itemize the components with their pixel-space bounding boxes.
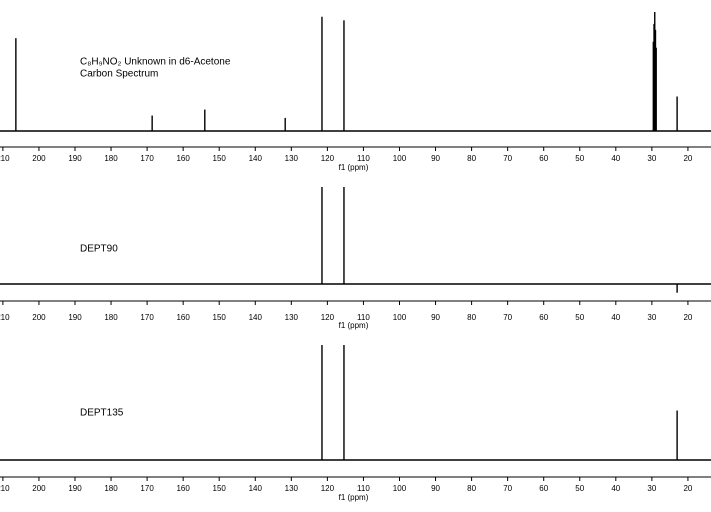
x-tick-label: 70 (503, 484, 512, 493)
chart-title: DEPT135 (80, 408, 124, 419)
x-tick-label: 40 (611, 313, 620, 322)
x-tick-label: 60 (539, 313, 548, 322)
x-tick-label: 70 (503, 313, 512, 322)
x-tick-label: 40 (611, 484, 620, 493)
x-tick-label: 110 (357, 154, 370, 163)
x-tick-label: 150 (213, 484, 227, 493)
chart-subtitle: Carbon Spectrum (80, 69, 158, 80)
x-tick-label: 50 (575, 154, 584, 163)
x-tick-label: 20 (683, 313, 692, 322)
x-tick-label: 50 (575, 484, 584, 493)
x-tick-label: 160 (176, 154, 190, 163)
x-tick-label: 80 (467, 313, 476, 322)
x-tick-label: 80 (467, 484, 476, 493)
chart-title: DEPT90 (80, 244, 118, 255)
x-tick-label: 100 (393, 154, 407, 163)
x-tick-label: 100 (393, 313, 407, 322)
x-tick-label: 90 (431, 484, 440, 493)
x-tick-label: 150 (213, 313, 227, 322)
x-axis-label: f1 (ppm) (339, 493, 369, 502)
x-tick-label: 120 (321, 154, 335, 163)
x-tick-label: 60 (539, 154, 548, 163)
x-tick-label: 180 (104, 484, 118, 493)
x-axis-label: f1 (ppm) (339, 163, 369, 172)
x-tick-label: 120 (321, 484, 335, 493)
x-tick-label: 210 (0, 154, 10, 163)
x-tick-label: 60 (539, 484, 548, 493)
x-tick-label: 200 (32, 313, 46, 322)
x-tick-label: 150 (213, 154, 227, 163)
x-tick-label: 120 (321, 313, 335, 322)
x-tick-label: 90 (431, 154, 440, 163)
x-tick-label: 160 (176, 484, 190, 493)
x-tick-label: 180 (104, 154, 118, 163)
x-tick-label: 110 (357, 313, 370, 322)
x-tick-label: 100 (393, 484, 407, 493)
x-tick-label: 90 (431, 313, 440, 322)
x-tick-label: 30 (647, 313, 656, 322)
x-tick-label: 70 (503, 154, 512, 163)
x-axis-label: f1 (ppm) (339, 321, 369, 330)
x-tick-label: 130 (285, 154, 299, 163)
x-tick-label: 160 (176, 313, 190, 322)
x-tick-label: 170 (140, 484, 154, 493)
x-tick-label: 190 (68, 313, 82, 322)
x-tick-label: 130 (285, 313, 299, 322)
x-tick-label: 170 (140, 313, 154, 322)
x-tick-label: 20 (683, 484, 692, 493)
x-tick-label: 200 (32, 154, 46, 163)
x-tick-label: 130 (285, 484, 299, 493)
x-tick-label: 140 (249, 154, 263, 163)
x-tick-label: 140 (249, 484, 263, 493)
x-tick-label: 210 (0, 313, 10, 322)
x-tick-label: 40 (611, 154, 620, 163)
x-tick-label: 80 (467, 154, 476, 163)
x-tick-label: 200 (32, 484, 46, 493)
x-tick-label: 20 (683, 154, 692, 163)
x-tick-label: 210 (0, 484, 10, 493)
x-tick-label: 30 (647, 484, 656, 493)
x-tick-label: 140 (249, 313, 263, 322)
x-tick-label: 170 (140, 154, 154, 163)
x-tick-label: 190 (68, 154, 82, 163)
x-tick-label: 190 (68, 484, 82, 493)
x-tick-label: 180 (104, 313, 118, 322)
x-tick-label: 30 (647, 154, 656, 163)
chart-title: C₈H₉NO₂ Unknown in d6-Acetone (80, 57, 231, 68)
x-tick-label: 50 (575, 313, 584, 322)
x-tick-label: 110 (357, 484, 370, 493)
